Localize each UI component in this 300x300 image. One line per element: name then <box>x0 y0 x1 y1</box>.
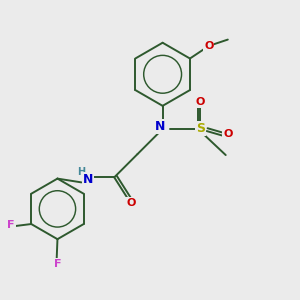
Text: N: N <box>83 173 93 186</box>
Text: O: O <box>204 41 214 51</box>
Text: O: O <box>223 129 232 140</box>
Text: F: F <box>54 259 62 269</box>
Text: H: H <box>77 167 86 177</box>
Text: S: S <box>196 122 205 136</box>
Text: O: O <box>126 198 136 208</box>
Text: N: N <box>155 120 166 134</box>
Text: O: O <box>196 97 205 106</box>
Text: F: F <box>7 220 15 230</box>
